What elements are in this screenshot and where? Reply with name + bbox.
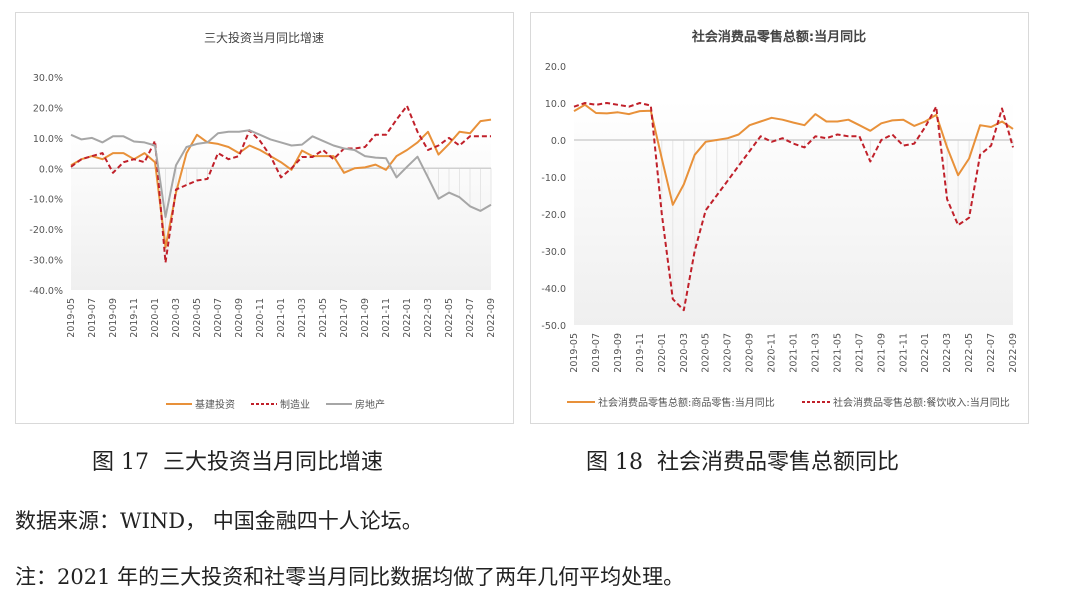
x-tick-label: 2020-03 <box>171 298 182 338</box>
data-source: 数据来源：WIND， 中国金融四十人论坛。 <box>15 509 423 533</box>
legend-label-2: 社会消费品零售总额:餐饮收入:当月同比 <box>833 396 1010 409</box>
x-tick-label: 2020-11 <box>767 333 778 373</box>
x-tick-label: 2022-01 <box>920 333 931 373</box>
chart-svg: 三大投资当月同比增速 30.0% 20.0% 10.0% 0.0% -10.0% -20.0… <box>29 30 497 411</box>
legend-label-3: 房地产 <box>355 398 385 411</box>
chart-title: 三大投资当月同比增速 <box>204 30 324 45</box>
x-tick-label: 2020-05 <box>192 298 203 338</box>
x-tick-label: 2022-05 <box>444 298 455 338</box>
y-tick-label: -10.0% <box>29 195 63 206</box>
x-tick-label: 2019-07 <box>87 298 98 338</box>
x-tick-label: 2021-09 <box>876 333 887 373</box>
x-tick-label: 2021-01 <box>276 298 287 338</box>
y-tick-label: -40.0 <box>541 284 566 295</box>
x-tick-label: 2021-01 <box>789 333 800 373</box>
y-tick-label: 20.0 <box>545 62 566 73</box>
chart-svg: 社会消费品零售总额:当月同比 20.0 10.0 0.0 -10.0 -20.0 -30.0… <box>541 29 1019 409</box>
x-tick-label: 2020-07 <box>213 298 224 338</box>
y-tick-label: -50.0 <box>541 321 566 332</box>
x-tick-label: 2022-03 <box>942 333 953 373</box>
x-tick-label: 2020-09 <box>745 333 756 373</box>
y-tick-label: 10.0 <box>545 99 566 110</box>
y-tick-label: 0.0 <box>551 136 566 147</box>
footnote: 注：2021 年的三大投资和社零当月同比数据均做了两年几何平均处理。 <box>15 565 685 589</box>
x-tick-label: 2020-03 <box>679 333 690 373</box>
y-tick-label: -40.0% <box>29 286 63 297</box>
x-tick-label: 2022-05 <box>964 333 975 373</box>
y-tick-label: 30.0% <box>33 73 63 84</box>
y-tick-label: -10.0 <box>541 173 566 184</box>
x-tick-label: 2019-05 <box>569 333 580 373</box>
y-tick-label: -30.0 <box>541 247 566 258</box>
x-tick-label: 2022-01 <box>402 298 413 338</box>
figure-17-caption: 图 17 三大投资当月同比增速 <box>92 450 383 475</box>
x-tick-label: 2021-05 <box>318 298 329 338</box>
figure-18-caption: 图 18 社会消费品零售总额同比 <box>586 450 899 475</box>
x-tick-label: 2019-09 <box>613 333 624 373</box>
y-tick-label: -20.0% <box>29 225 63 236</box>
x-tick-label: 2020-05 <box>701 333 712 373</box>
x-tick-label: 2019-09 <box>108 298 119 338</box>
x-tick-label: 2021-07 <box>339 298 350 338</box>
x-tick-label: 2021-03 <box>297 298 308 338</box>
x-tick-label: 2020-01 <box>150 298 161 338</box>
chart-retail-sales-yoy: 社会消费品零售总额:当月同比 20.0 10.0 0.0 -10.0 -20.0 -30.0… <box>530 12 1029 424</box>
chart-title: 社会消费品零售总额:当月同比 <box>691 29 866 45</box>
legend-label-1: 基建投资 <box>195 398 235 411</box>
plot-background <box>574 100 1013 325</box>
y-tick-label: 20.0% <box>33 103 63 114</box>
y-tick-label: -20.0 <box>541 210 566 221</box>
x-tick-label: 2019-11 <box>635 333 646 373</box>
x-tick-label: 2019-11 <box>129 298 140 338</box>
y-tick-label: 0.0% <box>39 164 63 175</box>
x-tick-label: 2021-03 <box>810 333 821 373</box>
x-tick-label: 2022-03 <box>423 298 434 338</box>
legend-label-2: 制造业 <box>280 398 310 411</box>
x-tick-label: 2020-01 <box>657 333 668 373</box>
x-tick-label: 2020-07 <box>723 333 734 373</box>
x-tick-label: 2019-05 <box>66 298 77 338</box>
x-tick-label: 2021-11 <box>898 333 909 373</box>
x-tick-label: 2021-11 <box>381 298 392 338</box>
series-line-2 <box>573 102 1014 312</box>
x-tick-label: 2022-07 <box>465 298 476 338</box>
plot-background <box>71 128 491 290</box>
x-tick-label: 2021-07 <box>854 333 865 373</box>
x-tick-label: 2022-07 <box>986 333 997 373</box>
x-tick-label: 2020-11 <box>255 298 266 338</box>
y-tick-label: 10.0% <box>33 134 63 145</box>
x-tick-label: 2019-07 <box>591 333 602 373</box>
legend-label-1: 社会消费品零售总额:商品零售:当月同比 <box>598 396 775 409</box>
x-tick-label: 2022-09 <box>1008 333 1019 373</box>
x-tick-label: 2021-09 <box>360 298 371 338</box>
chart-investment-yoy: 三大投资当月同比增速 30.0% 20.0% 10.0% 0.0% -10.0% -20.0… <box>15 12 514 424</box>
x-tick-label: 2020-09 <box>234 298 245 338</box>
x-tick-label: 2022-09 <box>486 298 497 338</box>
y-tick-label: -30.0% <box>29 256 63 267</box>
x-tick-label: 2021-05 <box>832 333 843 373</box>
